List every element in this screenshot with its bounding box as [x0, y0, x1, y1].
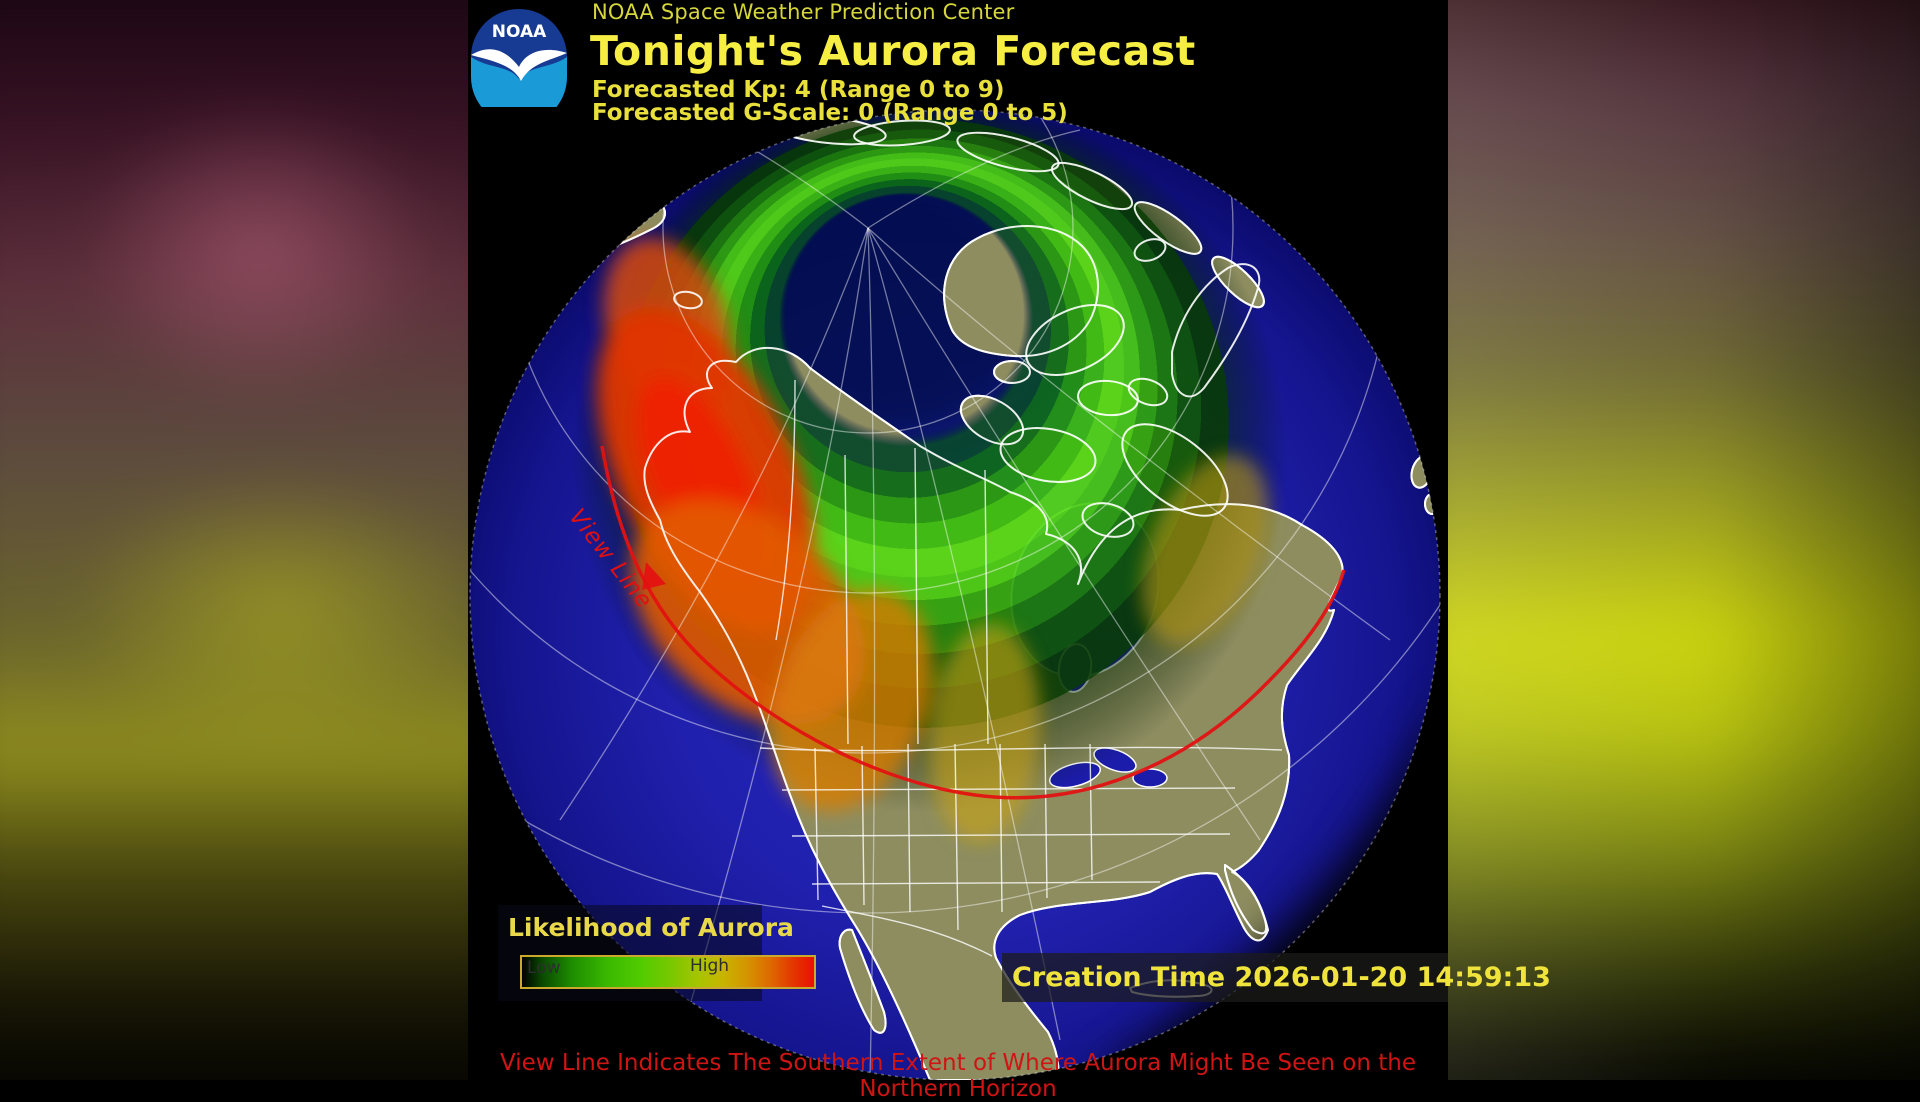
agency-name: NOAA Space Weather Prediction Center — [592, 0, 1015, 24]
globe-rim — [469, 109, 1441, 1080]
creation-time-box: Creation Time 2026-01-20 14:59:13 — [1002, 953, 1551, 1002]
forecast-kp: Forecasted Kp: 4 (Range 0 to 9) — [592, 77, 1005, 103]
aurora-red-zone — [597, 237, 1269, 843]
footer-note: View Line Indicates The Southern Extent … — [500, 1050, 1416, 1102]
noaa-logo: NOAA — [471, 9, 567, 107]
forecast-gscale: Forecasted G-Scale: 0 (Range 0 to 5) — [592, 100, 1068, 126]
legend-gradient-bar: Low High — [520, 955, 816, 989]
legend-high-label: High — [690, 956, 730, 976]
legend-low-label: Low — [527, 958, 561, 978]
page-title: Tonight's Aurora Forecast — [590, 27, 1196, 75]
noaa-logo-text: NOAA — [492, 22, 547, 42]
creation-time-text: Creation Time 2026-01-20 14:59:13 — [1012, 962, 1551, 993]
view-line — [600, 445, 1346, 800]
state-boundaries — [759, 379, 1283, 957]
aurora-oval — [572, 110, 1288, 843]
aurora-forecast-image: NOAA NOAA Space Weather Prediction Cente… — [468, 0, 1551, 1102]
legend-title: Likelihood of Aurora — [508, 913, 794, 942]
blurred-backdrop-right — [1448, 0, 1920, 1080]
blurred-backdrop-left — [0, 0, 468, 1080]
